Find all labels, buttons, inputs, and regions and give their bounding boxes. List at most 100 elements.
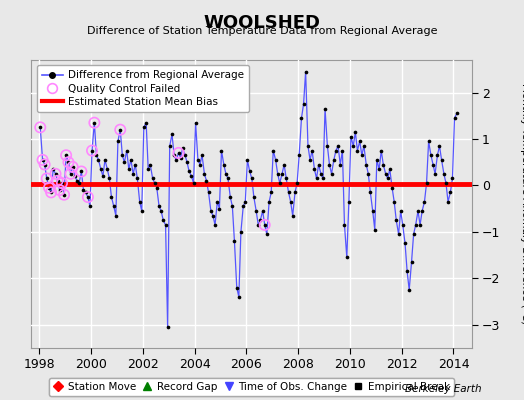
Point	[88, 147, 96, 154]
Point	[429, 161, 437, 168]
Point	[440, 171, 448, 177]
Point	[136, 198, 144, 205]
Point	[163, 324, 172, 330]
Point	[53, 178, 62, 184]
Point	[53, 178, 62, 184]
Point	[274, 171, 282, 177]
Point	[316, 171, 325, 177]
Point	[170, 152, 178, 158]
Point	[62, 152, 70, 158]
Point	[392, 217, 400, 224]
Point	[168, 131, 176, 138]
Point	[131, 161, 139, 168]
Point	[252, 208, 260, 214]
Point	[297, 115, 305, 121]
Point	[399, 222, 407, 228]
Point	[69, 164, 77, 170]
Point	[194, 157, 202, 163]
Point	[247, 175, 256, 182]
Point	[395, 231, 403, 237]
Point	[386, 166, 394, 172]
Point	[254, 222, 263, 228]
Point	[282, 175, 290, 182]
Point	[90, 120, 99, 126]
Point	[381, 171, 390, 177]
Point	[314, 161, 323, 168]
Point	[202, 178, 211, 184]
Point	[185, 168, 193, 175]
Point	[40, 161, 49, 168]
Point	[213, 198, 222, 205]
Point	[260, 222, 269, 228]
Point	[433, 152, 442, 158]
Point	[267, 189, 276, 196]
Point	[397, 208, 405, 214]
Point	[94, 157, 103, 163]
Point	[161, 222, 170, 228]
Point	[446, 189, 454, 196]
Point	[64, 159, 73, 165]
Point	[304, 143, 312, 149]
Point	[77, 168, 85, 175]
Point	[351, 129, 359, 135]
Y-axis label: Monthly Temperature Anomaly Difference (°C): Monthly Temperature Anomaly Difference (…	[520, 83, 524, 325]
Point	[60, 192, 68, 198]
Point	[125, 166, 133, 172]
Point	[114, 138, 122, 144]
Point	[289, 212, 297, 219]
Point	[390, 198, 398, 205]
Point	[60, 192, 68, 198]
Point	[116, 126, 124, 133]
Point	[211, 222, 219, 228]
Point	[226, 194, 234, 200]
Point	[411, 222, 420, 228]
Point	[407, 259, 416, 265]
Point	[377, 147, 386, 154]
Point	[42, 175, 51, 182]
Point	[323, 143, 332, 149]
Point	[260, 222, 269, 228]
Point	[36, 124, 45, 130]
Point	[56, 187, 64, 193]
Point	[137, 208, 146, 214]
Point	[330, 157, 338, 163]
Point	[356, 138, 364, 144]
Point	[174, 150, 183, 156]
Point	[401, 240, 409, 247]
Point	[362, 161, 370, 168]
Point	[427, 152, 435, 158]
Point	[319, 175, 327, 182]
Point	[269, 147, 278, 154]
Point	[263, 231, 271, 237]
Point	[90, 120, 99, 126]
Text: Berkeley Earth: Berkeley Earth	[406, 384, 482, 394]
Point	[47, 189, 56, 196]
Point	[220, 161, 228, 168]
Point	[321, 106, 329, 112]
Point	[51, 171, 60, 177]
Point	[256, 217, 265, 224]
Point	[67, 171, 75, 177]
Point	[38, 157, 47, 163]
Point	[353, 147, 362, 154]
Point	[308, 147, 316, 154]
Point	[278, 171, 286, 177]
Point	[157, 208, 166, 214]
Point	[310, 166, 319, 172]
Point	[88, 147, 96, 154]
Point	[206, 208, 215, 214]
Point	[174, 150, 183, 156]
Point	[368, 208, 377, 214]
Point	[306, 157, 314, 163]
Point	[442, 180, 450, 186]
Point	[416, 222, 424, 228]
Point	[287, 198, 295, 205]
Point	[444, 198, 452, 205]
Point	[301, 68, 310, 75]
Point	[258, 208, 267, 214]
Point	[99, 173, 107, 179]
Point	[379, 161, 388, 168]
Point	[409, 231, 418, 237]
Point	[191, 120, 200, 126]
Point	[152, 184, 161, 191]
